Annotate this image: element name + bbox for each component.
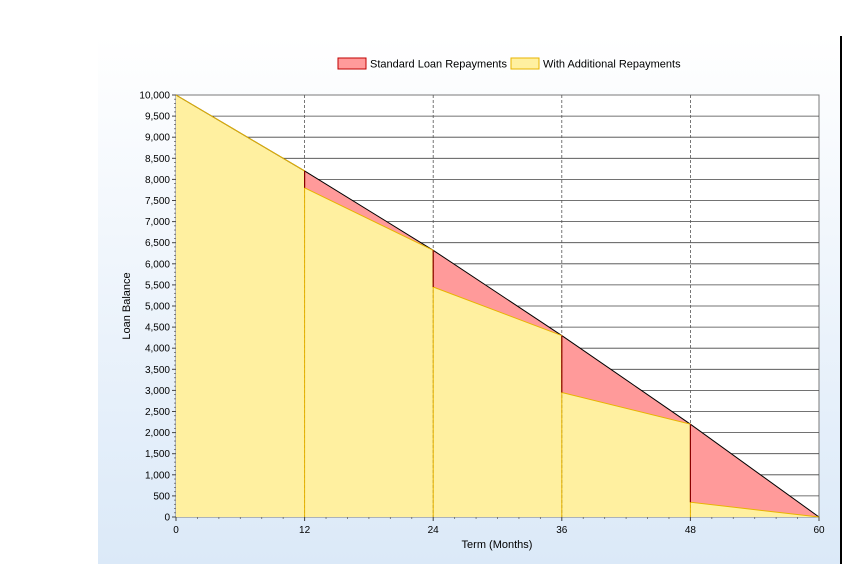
y-tick-label: 2,500 — [145, 407, 170, 418]
y-tick-label: 10,000 — [139, 91, 170, 102]
y-tick-label: 6,000 — [145, 259, 170, 270]
x-tick-label: 0 — [173, 525, 179, 536]
x-tick-label: 12 — [299, 525, 311, 536]
y-tick-label: 7,500 — [145, 196, 170, 207]
x-tick-label: 24 — [428, 525, 440, 536]
y-tick-label: 8,500 — [145, 154, 170, 165]
y-tick-label: 3,500 — [145, 365, 170, 376]
legend: Standard Loan Repayments With Additional… — [337, 57, 681, 71]
series-lines — [175, 94, 820, 518]
legend-label-additional: With Additional Repayments — [543, 59, 681, 71]
y-tick-label: 1,000 — [145, 470, 170, 481]
y-tick-label: 0 — [164, 513, 170, 524]
legend-swatch-standard — [337, 57, 367, 70]
y-tick-label: 4,500 — [145, 323, 170, 334]
y-tick-label: 6,500 — [145, 238, 170, 249]
y-tick-labels: 0 500 1,000 1,500 2,000 2,500 3,000 3,500 4,000 4… — [139, 91, 176, 524]
y-tick-label: 500 — [153, 491, 170, 502]
y-tick-label: 8,000 — [145, 175, 170, 186]
x-axis-label: Term (Months) — [462, 539, 533, 551]
y-tick-label: 9,000 — [145, 133, 170, 144]
y-tick-label: 7,000 — [145, 217, 170, 228]
legend-label-standard: Standard Loan Repayments — [370, 59, 507, 71]
x-tick-labels: 0 12 24 36 48 60 — [173, 517, 825, 536]
y-tick-label: 9,500 — [145, 112, 170, 123]
series-areas — [176, 95, 819, 517]
y-axis-label: Loan Balance — [121, 272, 133, 339]
x-tick-label: 48 — [685, 525, 697, 536]
y-tick-label: 4,000 — [145, 344, 170, 355]
y-tick-label: 3,000 — [145, 386, 170, 397]
x-tick-label: 36 — [556, 525, 568, 536]
y-tick-label: 2,000 — [145, 428, 170, 439]
y-tick-label: 5,000 — [145, 302, 170, 313]
y-tick-label: 1,500 — [145, 449, 170, 460]
additional-repayments-area — [176, 95, 819, 517]
x-tick-label: 60 — [813, 525, 825, 536]
y-tick-label: 5,500 — [145, 280, 170, 291]
legend-swatch-additional — [510, 57, 540, 70]
